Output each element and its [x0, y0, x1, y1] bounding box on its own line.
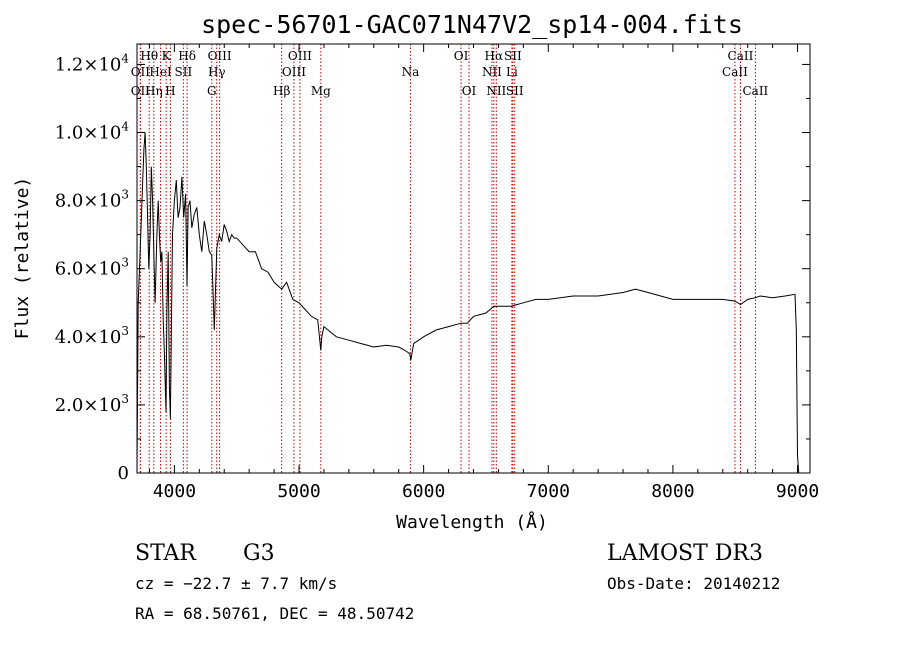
y-tick-exponent: 3: [121, 324, 129, 338]
x-tick-label: 8000: [651, 481, 694, 502]
obs-date-text: Obs-Date: 20140212: [607, 574, 780, 593]
y-tick-label: 1.0×104: [55, 120, 130, 144]
line-marker-label: CaII: [722, 65, 748, 79]
object-subclass: G3: [243, 541, 275, 566]
y-tick-exponent: 4: [121, 120, 129, 134]
y-tick-mantissa: 2.0×10: [55, 395, 122, 416]
line-marker-label: OII: [131, 65, 151, 79]
redshift-text: cz = −22.7 ± 7.7 km/s: [135, 574, 337, 593]
line-marker-label: SII: [175, 65, 193, 79]
line-marker-label: NII: [482, 65, 502, 79]
survey-name: LAMOST DR3: [607, 541, 763, 566]
line-marker-label: SII: [506, 84, 524, 98]
line-marker-label: Hθ: [140, 49, 158, 63]
x-tick-label: 5000: [277, 481, 320, 502]
y-tick-label: 0: [118, 463, 129, 484]
line-marker-label: OI: [454, 49, 469, 63]
line-marker-label: Li: [506, 65, 518, 79]
line-marker-label: Mg: [311, 84, 331, 98]
y-tick-exponent: 4: [121, 51, 129, 65]
x-axis: 4000 5000 6000 7000 8000 9000: [148, 44, 819, 502]
y-tick-label: 2.0×103: [55, 392, 129, 416]
line-marker-label: Hα: [485, 49, 504, 63]
line-marker-label: HeI: [149, 65, 172, 79]
line-marker-label: Hη: [145, 84, 163, 98]
line-marker-label: H: [165, 84, 175, 98]
spectrum-line: [136, 132, 800, 474]
line-marker-label: CaII: [728, 49, 754, 63]
x-tick-label: 6000: [402, 481, 445, 502]
line-marker-label: Na: [402, 65, 420, 79]
x-tick-label: 7000: [527, 481, 570, 502]
x-tick-label: 9000: [776, 481, 819, 502]
y-tick-exponent: 3: [121, 392, 129, 406]
line-markers: [139, 44, 756, 473]
y-tick-mantissa: 1.0×10: [55, 123, 122, 144]
line-marker-label: OI: [462, 84, 477, 98]
x-axis-label: Wavelength (Å): [396, 511, 548, 533]
line-marker-label: OIII: [208, 49, 232, 63]
line-marker-label: CaII: [742, 84, 768, 98]
chart-title: spec-56701-GAC071N47V2_sp14-004.fits: [201, 10, 743, 39]
y-tick-mantissa: 0: [118, 463, 129, 484]
y-tick-mantissa: 6.0×10: [55, 259, 122, 280]
y-tick-mantissa: 1.2×10: [55, 54, 122, 75]
line-marker-label: OIII: [282, 65, 306, 79]
line-marker-label: Hγ: [208, 65, 226, 79]
line-marker-label: SII: [504, 49, 522, 63]
line-marker-label: K: [162, 49, 172, 63]
x-tick-label: 4000: [153, 481, 196, 502]
line-marker-label: Hδ: [178, 49, 196, 63]
line-marker-label: G: [207, 84, 217, 98]
line-marker-labels: OIIHθOIIHηHeIKHSIIHδGOIIIHγHβOIIIOIIIMgN…: [131, 49, 769, 98]
y-tick-mantissa: 8.0×10: [55, 191, 122, 212]
line-marker-label: OII: [131, 84, 151, 98]
coordinates-text: RA = 68.50761, DEC = 48.50742: [135, 604, 414, 623]
line-marker-label: Hβ: [273, 84, 290, 98]
line-marker-label: OIII: [288, 49, 312, 63]
plot-frame: [136, 43, 811, 474]
y-tick-label: 1.2×104: [55, 51, 130, 75]
object-class: STAR: [135, 541, 197, 566]
y-tick-mantissa: 4.0×10: [55, 327, 122, 348]
y-tick-label: 6.0×103: [55, 256, 129, 280]
y-tick-label: 8.0×103: [55, 188, 129, 212]
y-tick-label: 4.0×103: [55, 324, 129, 348]
y-axis: 02.0×1034.0×1036.0×1038.0×1031.0×1041.2×…: [55, 51, 810, 484]
y-tick-exponent: 3: [121, 188, 129, 202]
y-axis-label: Flux (relative): [12, 177, 33, 340]
line-marker-label: NII: [486, 84, 506, 98]
y-tick-exponent: 3: [121, 256, 129, 270]
